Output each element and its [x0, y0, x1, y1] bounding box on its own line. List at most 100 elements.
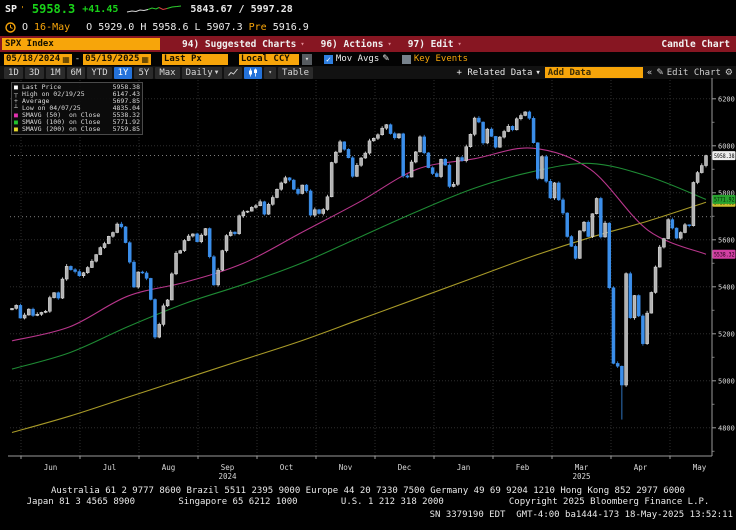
- period-6m[interactable]: 6M: [66, 66, 86, 79]
- pencil-icon: ✎: [656, 67, 664, 78]
- price-change: +41.45: [82, 3, 119, 15]
- legend-low[interactable]: ┴ Low on 04/07/25 4835.04: [14, 104, 140, 112]
- period-1m[interactable]: 1M: [45, 66, 65, 79]
- svg-text:Sep: Sep: [221, 463, 235, 472]
- related-data-button[interactable]: + Related Data ▾: [456, 67, 541, 78]
- chevron-down-icon: ▾: [457, 40, 462, 48]
- edit-chart-button[interactable]: ✎ Edit Chart: [656, 67, 721, 78]
- svg-text:4800: 4800: [718, 424, 735, 432]
- svg-text:Aug: Aug: [162, 463, 176, 472]
- open-value: 5929.0: [98, 21, 135, 33]
- currency-dropdown-button[interactable]: ▾: [301, 53, 312, 65]
- footer-contact-line-2: Japan 81 3 4565 8900 Singapore 65 6212 1…: [26, 497, 710, 507]
- period-1d[interactable]: 1D: [4, 66, 23, 79]
- period-ytd[interactable]: YTD: [87, 66, 112, 79]
- tick-mark-icon: ': [20, 4, 25, 14]
- chart-type-dropdown[interactable]: ▾: [264, 66, 276, 79]
- line-chart-icon: [228, 68, 239, 76]
- session-status: O: [22, 21, 29, 33]
- svg-text:2025: 2025: [572, 472, 590, 481]
- legend-swatch: ┴: [14, 104, 18, 112]
- legend-swatch: ■: [14, 83, 18, 91]
- mov-avgs-label: Mov Avgs: [335, 54, 380, 64]
- add-data-input[interactable]: [544, 67, 643, 78]
- chevron-down-icon: ▾: [535, 67, 541, 78]
- period-3d[interactable]: 3D: [24, 66, 44, 79]
- intraday-sparkline-icon: [127, 5, 182, 13]
- line-chart-type-button[interactable]: [224, 66, 243, 79]
- svg-text:5771.92: 5771.92: [714, 197, 735, 204]
- menu-edit[interactable]: 97) Edit ▾: [407, 38, 462, 50]
- period-max[interactable]: Max: [155, 66, 180, 79]
- svg-text:2024: 2024: [218, 472, 237, 481]
- footer-session-info: SN 3379190 EDT GMT-4:00 ba1444-173 18-Ma…: [429, 510, 733, 520]
- smavg-line: [11, 162, 707, 370]
- day-range: 5843.67 / 5997.28: [190, 3, 293, 15]
- last-price: 5958.3: [31, 2, 76, 16]
- terminal-footer: Australia 61 2 9777 8600 Brazil 5511 239…: [0, 483, 736, 530]
- legend-smavg-200[interactable]: ■ SMAVG (200) on Close 5759.85: [14, 125, 140, 133]
- date-from-field[interactable]: 05/18/2024 ▦: [4, 53, 72, 65]
- legend-high[interactable]: ┬ High on 02/19/25 6147.43: [14, 90, 140, 98]
- svg-text:6200: 6200: [718, 95, 735, 103]
- chart-legend: ■ Last Price 5958.38 ┬ High on 02/19/25 …: [11, 82, 143, 135]
- smavg-line: [11, 201, 707, 434]
- svg-text:Mar: Mar: [575, 463, 589, 472]
- axis-labels: 6200 6000 5800 5600 5400 5200 5000 4800 Jun Jul Au…: [8, 78, 735, 481]
- chart-controls-row: 05/18/2024 ▦ - 05/19/2025 ▦ Last Px Local …: [0, 52, 736, 66]
- low-label: L: [194, 21, 201, 33]
- security-input[interactable]: [2, 38, 160, 50]
- svg-text:Nov: Nov: [339, 463, 353, 472]
- command-menu-bar: 94) Suggested Charts▾ 96) Actions▾ 97) E…: [0, 36, 736, 52]
- svg-text:5400: 5400: [718, 283, 735, 291]
- high-value: 5958.6: [152, 21, 189, 33]
- svg-text:5958.38: 5958.38: [714, 153, 735, 160]
- high-label: H: [140, 21, 147, 33]
- pre-value: 5916.9: [272, 21, 309, 33]
- period-5y[interactable]: 5Y: [134, 66, 154, 79]
- svg-text:Jul: Jul: [103, 463, 117, 472]
- legend-average[interactable]: + Average 5697.85: [14, 97, 140, 105]
- legend-last-price[interactable]: ■ Last Price 5958.38: [14, 83, 140, 91]
- clock-icon: [5, 21, 16, 33]
- candle-chart-icon: [249, 68, 258, 77]
- chart-area: 6200 6000 5800 5600 5400 5200 5000 4800 Jun Jul Au…: [0, 78, 736, 483]
- key-events-checkbox[interactable]: [401, 54, 411, 64]
- menu-suggested-charts[interactable]: 94) Suggested Charts ▾: [182, 38, 305, 50]
- mov-avgs-checkbox[interactable]: ✓: [323, 54, 333, 64]
- menu-actions[interactable]: 96) Actions ▾: [320, 38, 392, 50]
- ticker-symbol: SP: [5, 3, 18, 15]
- screen-title: Candle Chart: [661, 38, 730, 50]
- legend-swatch: ┬: [14, 90, 18, 98]
- candle-chart-type-button[interactable]: [244, 66, 263, 79]
- currency-select[interactable]: Local CCY: [238, 53, 299, 65]
- dropdown-arrow-icon: ▼: [214, 68, 219, 76]
- candles: [10, 110, 708, 420]
- legend-swatch: ■: [14, 111, 18, 119]
- smavg-line: [11, 147, 707, 342]
- svg-text:5000: 5000: [718, 377, 735, 385]
- period-1y-active[interactable]: 1Y: [113, 66, 133, 79]
- moving-average-lines: [11, 147, 707, 434]
- date-to-field[interactable]: 05/19/2025 ▦: [83, 53, 151, 65]
- svg-text:6000: 6000: [718, 142, 735, 150]
- edit-mov-avgs-icon[interactable]: ✎: [382, 54, 390, 64]
- legend-swatch: +: [14, 97, 18, 105]
- quote-row-primary: SP ' 5958.3 +41.45 5843.67 / 5997.28: [0, 0, 736, 18]
- legend-smavg-100[interactable]: ■ SMAVG (100) on Close 5771.92: [14, 118, 140, 126]
- frequency-select[interactable]: Daily ▼: [181, 66, 223, 79]
- svg-text:5200: 5200: [718, 330, 735, 338]
- key-events-label: Key Events: [413, 54, 469, 64]
- legend-swatch: ■: [14, 125, 18, 133]
- table-button[interactable]: Table: [277, 66, 314, 79]
- pre-label: Pre: [248, 21, 267, 33]
- chart-settings-gear-icon[interactable]: ⚙: [724, 67, 733, 78]
- price-chart[interactable]: 6200 6000 5800 5600 5400 5200 5000 4800 Jun Jul Au…: [0, 78, 736, 483]
- open-label: O: [86, 21, 93, 33]
- collapse-panel-button[interactable]: «: [646, 67, 653, 78]
- price-field-select[interactable]: Last Px: [161, 53, 228, 65]
- svg-text:Jan: Jan: [457, 463, 471, 472]
- legend-smavg-50[interactable]: ■ SMAVG (50) on Close 5538.32: [14, 111, 140, 119]
- svg-text:5600: 5600: [718, 236, 735, 244]
